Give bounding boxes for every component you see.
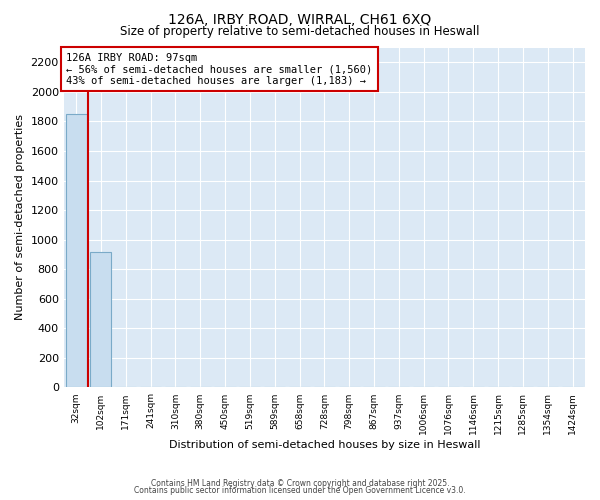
Text: Size of property relative to semi-detached houses in Heswall: Size of property relative to semi-detach… (120, 25, 480, 38)
Text: Contains HM Land Registry data © Crown copyright and database right 2025.: Contains HM Land Registry data © Crown c… (151, 478, 449, 488)
Text: 126A, IRBY ROAD, WIRRAL, CH61 6XQ: 126A, IRBY ROAD, WIRRAL, CH61 6XQ (169, 12, 431, 26)
Text: Contains public sector information licensed under the Open Government Licence v3: Contains public sector information licen… (134, 486, 466, 495)
Text: 126A IRBY ROAD: 97sqm
← 56% of semi-detached houses are smaller (1,560)
43% of s: 126A IRBY ROAD: 97sqm ← 56% of semi-deta… (66, 52, 373, 86)
Bar (91, 252, 112, 388)
Y-axis label: Number of semi-detached properties: Number of semi-detached properties (15, 114, 25, 320)
Bar (65, 114, 86, 388)
X-axis label: Distribution of semi-detached houses by size in Heswall: Distribution of semi-detached houses by … (169, 440, 480, 450)
